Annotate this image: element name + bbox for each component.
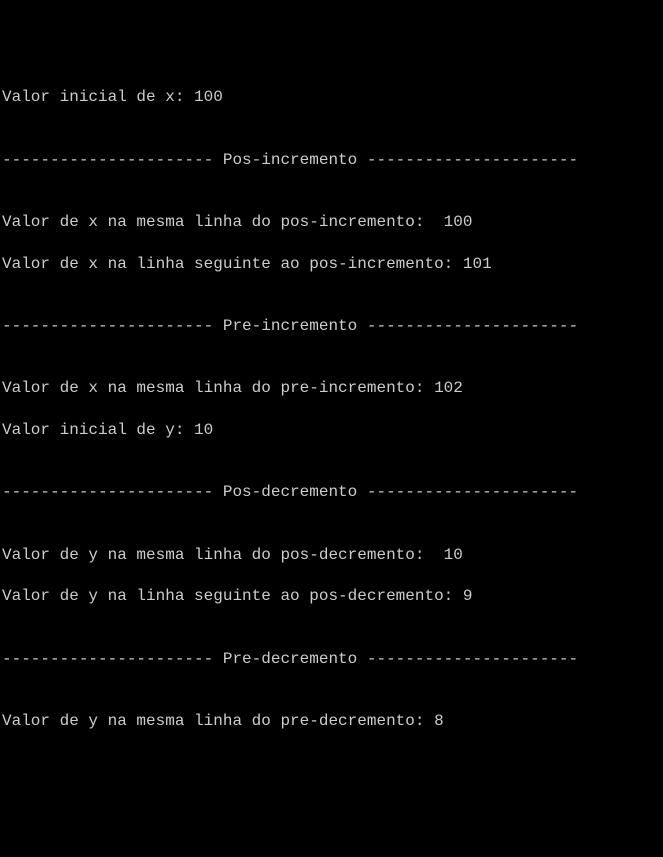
console-line: Valor de y na mesma linha do pos-decreme… <box>2 545 661 566</box>
console-line: Valor de y na mesma linha do pre-decreme… <box>2 711 661 732</box>
console-line: Valor de y na linha seguinte ao pos-decr… <box>2 586 661 607</box>
console-line: Valor inicial de y: 10 <box>2 420 661 441</box>
console-line: Valor inicial de x: 100 <box>2 87 661 108</box>
console-line-separator: ---------------------- Pre-incremento --… <box>2 316 661 337</box>
console-line-separator: ---------------------- Pos-decremento --… <box>2 482 661 503</box>
console-line-separator: ---------------------- Pos-incremento --… <box>2 150 661 171</box>
console-line: Valor de x na mesma linha do pos-increme… <box>2 212 661 233</box>
console-line: Valor de x na mesma linha do pre-increme… <box>2 378 661 399</box>
console-line-separator: ---------------------- Pre-decremento --… <box>2 649 661 670</box>
console-line: Valor de x na linha seguinte ao pos-incr… <box>2 254 661 275</box>
